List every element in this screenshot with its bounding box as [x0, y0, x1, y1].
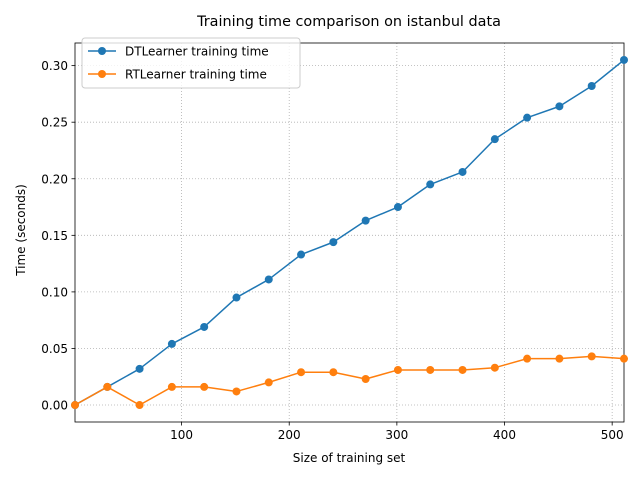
axes: 100 200 300 400 500 0.00 0.05 0.10 0.15 0.20 0.25 0… — [41, 42, 625, 442]
x-tick-label: 200 — [278, 428, 301, 442]
data-point — [71, 401, 79, 410]
y-axis-label: Time (seconds) — [14, 184, 28, 277]
data-point — [264, 378, 273, 387]
series-layer — [71, 55, 628, 410]
data-point — [329, 238, 338, 247]
data-point — [458, 167, 467, 176]
data-point — [587, 81, 596, 90]
data-point — [297, 368, 306, 377]
x-tick-label: 400 — [493, 428, 516, 442]
data-point — [393, 365, 402, 374]
data-point — [135, 401, 144, 410]
legend-marker — [98, 70, 106, 78]
legend: DTLearner training time RTLearner trainin… — [81, 37, 301, 89]
data-point — [103, 382, 112, 391]
data-point — [587, 352, 596, 361]
data-point — [329, 368, 338, 377]
series-line — [74, 355, 625, 406]
y-tick-label: 0.00 — [41, 399, 68, 413]
x-tick-label: 500 — [601, 428, 624, 442]
data-point — [232, 293, 241, 302]
y-tick-label: 0.30 — [41, 59, 68, 73]
legend-label: DTLearner training time — [125, 45, 269, 59]
data-point — [620, 55, 628, 64]
data-point — [523, 354, 532, 363]
data-point — [523, 113, 532, 122]
data-point — [426, 365, 435, 374]
legend-item: RTLearner training time — [88, 68, 267, 82]
data-point — [393, 203, 402, 212]
legend-label: RTLearner training time — [125, 68, 267, 82]
y-tick-label: 0.25 — [41, 116, 68, 130]
legend-box — [81, 37, 301, 89]
data-point — [426, 180, 435, 189]
series-rtlearner — [71, 352, 628, 410]
data-point — [167, 382, 176, 391]
data-point — [361, 375, 370, 384]
grid — [75, 43, 624, 422]
x-axis-label: Size of training set — [293, 451, 406, 465]
y-tick-label: 0.10 — [41, 285, 68, 299]
data-point — [232, 387, 241, 396]
y-tick-label: 0.05 — [41, 342, 68, 356]
data-point — [490, 363, 499, 372]
data-point — [200, 382, 209, 391]
series-dtlearner — [71, 55, 628, 410]
data-point — [458, 365, 467, 374]
data-point — [361, 216, 370, 225]
data-point — [490, 135, 499, 144]
series-line — [74, 59, 625, 406]
legend-marker — [98, 47, 106, 55]
data-point — [297, 250, 306, 259]
data-point — [167, 339, 176, 348]
legend-item: DTLearner training time — [88, 45, 269, 59]
data-point — [264, 275, 273, 284]
y-tick-label: 0.15 — [41, 229, 68, 243]
x-tick-label: 300 — [385, 428, 408, 442]
data-point — [200, 322, 209, 331]
data-point — [555, 102, 564, 111]
y-tick-label: 0.20 — [41, 172, 68, 186]
chart-title: Training time comparison on istanbul dat… — [196, 14, 501, 30]
plot-frame — [74, 42, 625, 423]
x-tick-label: 100 — [170, 428, 193, 442]
data-point — [620, 354, 628, 363]
data-point — [135, 364, 144, 373]
data-point — [555, 354, 564, 363]
